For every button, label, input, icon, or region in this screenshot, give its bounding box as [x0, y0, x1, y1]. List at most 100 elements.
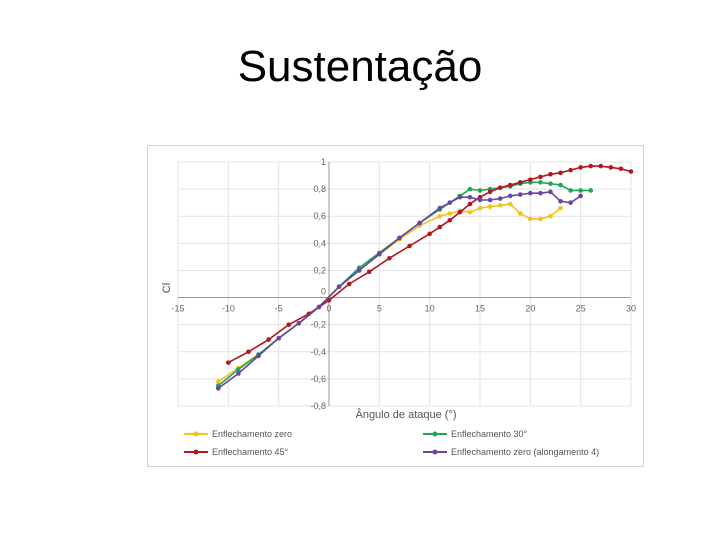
- legend-marker: [432, 431, 438, 437]
- data-point: [397, 235, 402, 241]
- data-point: [226, 360, 231, 365]
- data-point: [528, 177, 533, 182]
- data-point: [467, 194, 473, 200]
- x-tick-label: -10: [222, 304, 235, 314]
- data-point: [366, 269, 372, 275]
- y-tick-label: 0: [321, 287, 326, 297]
- slide-title: Sustentação: [237, 42, 483, 91]
- grid-lines: [177, 161, 632, 407]
- data-point: [487, 204, 493, 210]
- data-point: [276, 335, 281, 341]
- data-point: [477, 188, 483, 193]
- x-tick-label: 0: [326, 304, 331, 314]
- data-point: [407, 243, 412, 249]
- legend-entry: Enflechamento zero: [184, 429, 292, 439]
- legend-marker: [193, 431, 199, 437]
- data-point: [548, 213, 553, 219]
- x-tick-label: 20: [525, 304, 535, 314]
- data-point: [447, 217, 453, 223]
- series-4: [215, 189, 583, 391]
- data-point: [356, 268, 362, 273]
- data-point: [558, 205, 563, 211]
- data-point: [528, 216, 533, 222]
- legend-marker: [432, 449, 438, 455]
- data-point: [588, 188, 594, 193]
- data-point: [507, 201, 513, 207]
- data-point: [437, 205, 443, 211]
- legend-label: Enflechamento 45°: [212, 447, 289, 457]
- legend-entry: Enflechamento 45°: [184, 447, 289, 457]
- data-point: [517, 192, 523, 197]
- data-point: [578, 165, 583, 170]
- data-point: [286, 322, 292, 327]
- y-tick-label: 0,4: [313, 238, 326, 248]
- data-point: [316, 304, 322, 310]
- data-point: [538, 180, 543, 185]
- data-point: [548, 181, 553, 186]
- data-point: [568, 188, 573, 193]
- series-1: [215, 201, 563, 384]
- data-point: [457, 194, 463, 200]
- data-point: [437, 213, 443, 219]
- data-point: [215, 386, 221, 391]
- legend-entry: Enflechamento zero (alongamento 4): [423, 447, 599, 457]
- data-point: [215, 379, 221, 384]
- data-point: [447, 211, 453, 216]
- data-point: [477, 197, 483, 203]
- legend: Enflechamento zero Enflechamento 30° Enfle…: [184, 429, 599, 457]
- lift-chart: -15 -10 -5 0 5 10 15 20 25 30 -0,8 -0,6 -0,4 -0,2 0 0,2…: [147, 145, 644, 467]
- legend-label: Enflechamento zero (alongamento 4): [451, 447, 599, 457]
- data-point: [457, 209, 463, 215]
- data-point: [588, 163, 594, 169]
- data-point: [568, 200, 573, 205]
- data-point: [608, 165, 614, 170]
- x-tick-label: 30: [626, 304, 636, 314]
- data-point: [538, 216, 543, 222]
- series-2: [215, 180, 594, 388]
- legend-label: Enflechamento 30°: [451, 429, 528, 439]
- y-tick-label: -0,2: [310, 320, 326, 330]
- data-point: [477, 205, 483, 211]
- data-point: [236, 371, 241, 376]
- x-tick-label: 25: [576, 304, 586, 314]
- data-point: [487, 189, 493, 195]
- data-point: [538, 190, 543, 196]
- data-point: [467, 186, 473, 192]
- data-point: [497, 196, 503, 201]
- data-point: [447, 200, 453, 205]
- data-point: [558, 199, 563, 204]
- x-axis-label: Ângulo de ataque (°): [355, 408, 456, 421]
- data-point: [377, 251, 382, 257]
- data-point: [618, 166, 624, 172]
- data-point: [487, 197, 493, 203]
- lift-chart-svg: -15 -10 -5 0 5 10 15 20 25 30-0,8-0,6-0,4-0,200,2…: [161, 157, 636, 457]
- y-axis-label: Cl: [161, 283, 173, 293]
- data-point: [246, 349, 251, 355]
- data-point: [236, 367, 241, 372]
- data-point: [346, 281, 352, 287]
- data-point: [578, 193, 583, 199]
- x-tick-label: 15: [475, 304, 485, 314]
- y-tick-label: 1: [321, 157, 326, 167]
- series-line: [217, 190, 582, 390]
- data-point: [427, 231, 432, 237]
- data-point: [517, 180, 523, 185]
- series-line: [217, 203, 562, 383]
- data-point: [558, 170, 563, 176]
- axes: [178, 162, 631, 406]
- legend-label: Enflechamento zero: [212, 429, 292, 439]
- y-tick-label: 0,6: [313, 211, 326, 221]
- data-point: [437, 224, 443, 230]
- data-point: [598, 163, 604, 169]
- data-point: [538, 174, 543, 180]
- x-tick-label: -5: [275, 304, 283, 314]
- series-line: [217, 181, 591, 387]
- y-tick-label: -0,6: [310, 374, 326, 384]
- data-point: [578, 188, 583, 193]
- y-tick-label: -0,4: [310, 347, 326, 357]
- data-point: [256, 353, 261, 359]
- data-point: [467, 201, 473, 207]
- data-point: [548, 189, 553, 195]
- data-point: [497, 203, 503, 208]
- data-point: [336, 284, 342, 290]
